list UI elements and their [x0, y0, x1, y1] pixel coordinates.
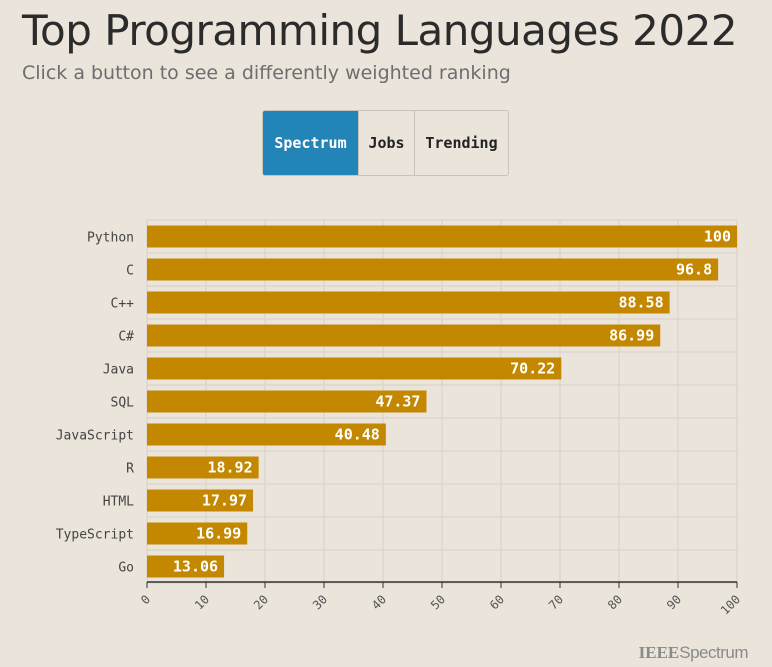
category-label: JavaScript: [56, 429, 134, 444]
bar: [147, 258, 719, 281]
category-label: R: [126, 462, 134, 477]
bar-value-label: 70.22: [510, 360, 555, 378]
x-tick-label: 20: [251, 592, 271, 612]
brand-name: Spectrum: [679, 643, 748, 662]
brand-prefix: IEEE: [638, 643, 680, 662]
bar-value-label: 16.99: [196, 525, 241, 543]
bar: [147, 225, 737, 248]
category-label: C++: [111, 297, 135, 312]
trending-button[interactable]: Trending: [414, 111, 508, 175]
ranking-button-group: Spectrum Jobs Trending: [262, 110, 509, 176]
x-tick-label: 40: [369, 592, 389, 612]
bar: [147, 456, 259, 479]
jobs-button[interactable]: Jobs: [358, 111, 414, 175]
bar-value-label: 18.92: [207, 459, 252, 477]
bar-value-label: 86.99: [609, 327, 654, 345]
bar-value-label: 40.48: [335, 426, 380, 444]
ranking-bar-chart: 100Python96.8C88.58C++86.99C#70.22Java47…: [56, 219, 743, 617]
bar: [147, 324, 661, 347]
category-label: Java: [103, 363, 134, 378]
bar: [147, 522, 248, 545]
x-tick-label: 0: [138, 592, 153, 607]
category-label: Python: [87, 231, 134, 246]
x-tick-label: 80: [605, 592, 625, 612]
category-label: C: [126, 264, 134, 279]
x-tick-label: 90: [664, 592, 684, 612]
category-label: TypeScript: [56, 528, 134, 543]
bar: [147, 423, 386, 446]
category-label: SQL: [111, 396, 135, 411]
bar: [147, 291, 670, 314]
category-label: C#: [118, 330, 134, 345]
bar: [147, 357, 562, 380]
x-tick-label: 30: [310, 592, 330, 612]
bar-value-label: 88.58: [618, 294, 663, 312]
x-tick-label: 50: [428, 592, 448, 612]
bar: [147, 390, 427, 413]
bar: [147, 555, 225, 578]
bar: [147, 489, 254, 512]
bar-value-label: 100: [704, 228, 731, 246]
spectrum-button[interactable]: Spectrum: [263, 111, 358, 175]
page-title: Top Programming Languages 2022: [22, 6, 738, 55]
bar-value-label: 13.06: [173, 558, 218, 576]
x-tick-label: 70: [546, 592, 566, 612]
x-tick-label: 10: [192, 592, 212, 612]
x-tick-label: 60: [487, 592, 507, 612]
bar-value-label: 47.37: [375, 393, 420, 411]
bar-value-label: 96.8: [676, 261, 712, 279]
page-subtitle: Click a button to see a differently weig…: [22, 62, 511, 84]
x-tick-label: 100: [718, 592, 743, 617]
category-label: Go: [118, 561, 134, 576]
bar-value-label: 17.97: [202, 492, 247, 510]
ieee-spectrum-logo: IEEESpectrum: [638, 643, 749, 663]
category-label: HTML: [103, 495, 134, 510]
